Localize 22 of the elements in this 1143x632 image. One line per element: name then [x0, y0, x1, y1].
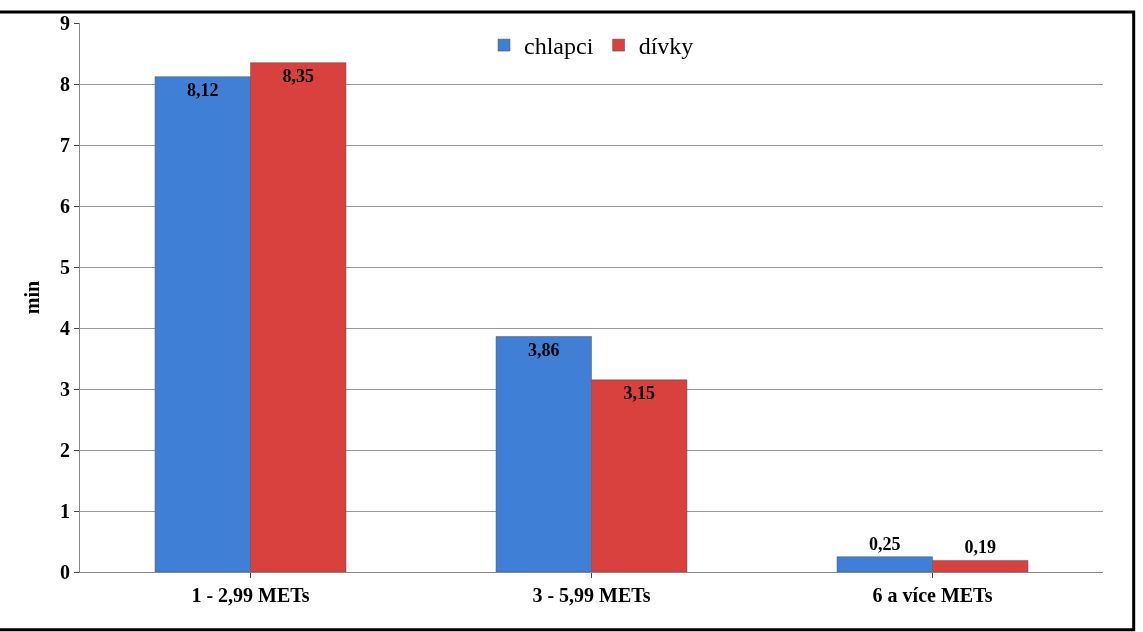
x-tick-label: 3 - 5,99 METs	[532, 584, 651, 606]
y-tick-label: 7	[60, 134, 70, 156]
data-label: 0,19	[964, 537, 996, 558]
y-tick-label: 0	[60, 561, 70, 583]
y-tick-label: 9	[60, 12, 70, 34]
legend-label: dívky	[638, 33, 694, 60]
y-axis-title: min	[20, 280, 43, 315]
y-tick-label: 5	[60, 256, 70, 278]
x-tick-label: 6 a více METs	[872, 584, 993, 606]
y-tick-label: 6	[60, 195, 70, 217]
y-tick-label: 1	[60, 500, 70, 522]
data-label: 0,25	[869, 533, 901, 554]
data-label: 3,15	[623, 382, 655, 403]
data-label: 8,12	[187, 79, 219, 100]
data-label: 3,86	[528, 339, 560, 360]
x-tick-label: 1 - 2,99 METs	[191, 584, 310, 606]
data-label: 8,35	[282, 65, 314, 86]
y-tick-label: 8	[60, 73, 70, 95]
legend-label: chlapci	[524, 33, 594, 60]
y-tick-label: 2	[60, 439, 70, 461]
y-tick-label: 4	[60, 317, 70, 339]
y-tick-label: 3	[60, 378, 70, 400]
